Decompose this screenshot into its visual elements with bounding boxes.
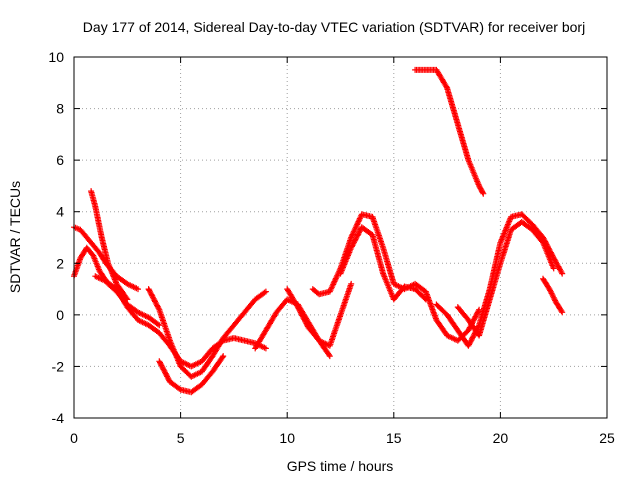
chart-title: Day 177 of 2014, Sidereal Day-to-day VTE… <box>83 19 585 35</box>
x-tick-label: 20 <box>493 430 509 446</box>
series-arc-13 <box>454 219 557 339</box>
x-axis-label: GPS time / hours <box>287 458 394 474</box>
y-tick-label: 4 <box>56 204 64 220</box>
series-arc-8 <box>284 280 355 349</box>
series-markers <box>412 66 487 197</box>
y-tick-label: 2 <box>56 255 64 271</box>
data-points <box>71 66 566 396</box>
series-arc-10 <box>337 224 429 303</box>
y-tick-label: 0 <box>56 307 64 323</box>
y-tick-label: -4 <box>52 410 65 426</box>
y-tick-label: 6 <box>56 152 64 168</box>
series-arc-11 <box>412 66 487 197</box>
plot-frame <box>73 56 608 419</box>
series-arc-14 <box>540 275 566 316</box>
x-tick-label: 0 <box>70 430 78 446</box>
y-tick-label: -2 <box>52 358 65 374</box>
series-arc-6 <box>156 353 227 396</box>
series-arc-5 <box>145 286 269 380</box>
y-tick-label: 10 <box>48 49 64 65</box>
axis-ticks: 0 5 10 15 20 25 -4 -2 0 2 4 6 8 10 <box>48 49 615 446</box>
series-arc-12 <box>433 211 566 349</box>
y-tick-label: 8 <box>56 101 64 117</box>
series-markers <box>540 275 566 316</box>
x-tick-label: 10 <box>279 430 295 446</box>
x-tick-label: 15 <box>386 430 402 446</box>
x-tick-label: 25 <box>599 430 615 446</box>
series-arc-3 <box>88 188 131 303</box>
y-axis-label: SDTVAR / TECUs <box>7 181 23 293</box>
gridlines <box>74 57 607 418</box>
x-tick-label: 5 <box>177 430 185 446</box>
